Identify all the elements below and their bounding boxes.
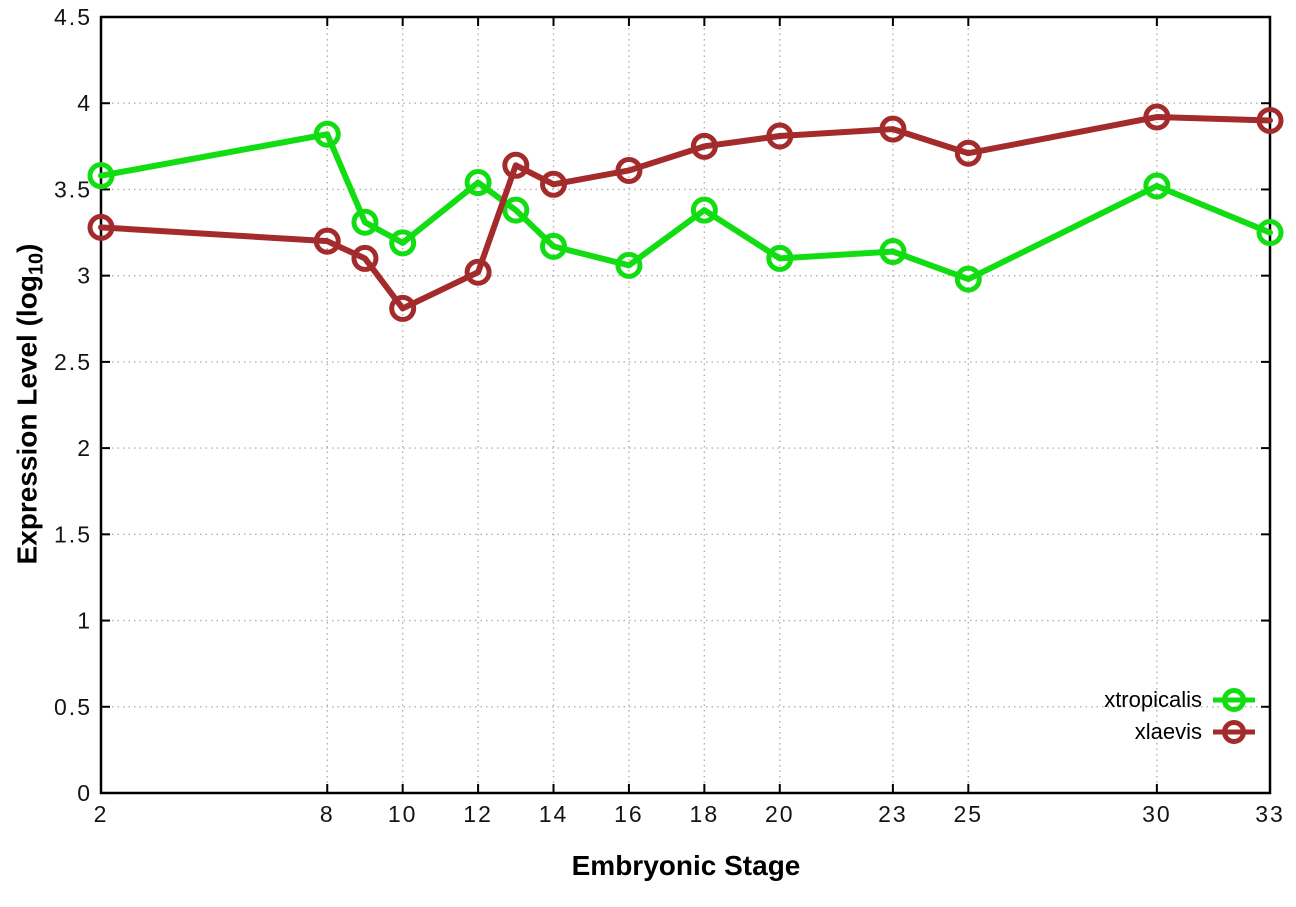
y-axis-title-text: Expression Level (log [11, 275, 43, 565]
data-point-xtropicalis-stage-12 [464, 169, 492, 197]
x-tick-label-23: 23 [878, 801, 908, 827]
data-point-xlaevis-stage-23 [879, 115, 907, 143]
legend-item-xlaevis: xlaevis [1104, 716, 1256, 748]
line-marker-icon [1213, 688, 1255, 712]
data-point-xtropicalis-stage-13 [502, 196, 530, 224]
data-point-xtropicalis-stage-10 [389, 229, 417, 257]
data-point-xlaevis-stage-8 [313, 227, 341, 255]
y-axis-title: Expression Level (log10) [12, 244, 49, 565]
x-tick-label-12: 12 [463, 801, 493, 827]
y-tick-label-2.5: 2.5 [54, 349, 92, 375]
data-point-xtropicalis-stage-2 [87, 162, 115, 190]
legend-label-xtropicalis: xtropicalis [1104, 687, 1202, 712]
data-point-xlaevis-stage-20 [766, 122, 794, 150]
data-point-xlaevis-stage-14 [540, 170, 568, 198]
x-tick-label-8: 8 [320, 801, 335, 827]
y-tick-label-3.5: 3.5 [54, 176, 92, 202]
x-tick-label-18: 18 [690, 801, 720, 827]
y-tick-label-1: 1 [77, 608, 92, 634]
line-marker-icon [1213, 720, 1255, 744]
y-tick-label-0.5: 0.5 [54, 694, 92, 720]
data-point-xtropicalis-stage-16 [615, 251, 643, 279]
data-point-xlaevis-stage-16 [615, 156, 643, 184]
data-point-xtropicalis-stage-20 [766, 244, 794, 272]
data-point-xtropicalis-stage-8 [313, 120, 341, 148]
y-tick-label-4.5: 4.5 [54, 4, 92, 30]
data-point-xlaevis-stage-25 [954, 139, 982, 167]
data-point-xtropicalis-stage-18 [690, 196, 718, 224]
x-tick-label-20: 20 [765, 801, 795, 827]
x-axis-title: Embryonic Stage [571, 850, 801, 881]
x-tick-label-25: 25 [954, 801, 984, 827]
x-tick-label-10: 10 [388, 801, 418, 827]
data-point-xlaevis-stage-9 [351, 244, 379, 272]
y-axis-title-suffix: ) [11, 243, 43, 253]
data-point-xlaevis-stage-18 [690, 132, 718, 160]
series-line-xtropicalis [98, 131, 1273, 283]
data-point-xtropicalis-stage-14 [540, 232, 568, 260]
plot-border [99, 15, 1272, 795]
data-point-xlaevis-stage-2 [87, 213, 115, 241]
data-point-xtropicalis-stage-9 [351, 208, 379, 236]
y-tick-label-2: 2 [77, 435, 92, 461]
data-point-xtropicalis-stage-33 [1256, 219, 1284, 247]
data-point-xlaevis-stage-10 [389, 294, 417, 322]
x-tick-label-33: 33 [1255, 801, 1285, 827]
data-point-xlaevis-stage-12 [464, 258, 492, 286]
y-tick-label-1.5: 1.5 [54, 521, 92, 547]
data-point-xlaevis-stage-30 [1143, 103, 1171, 131]
x-tick-label-30: 30 [1142, 801, 1172, 827]
data-point-xtropicalis-stage-23 [879, 238, 907, 266]
x-tick-label-14: 14 [539, 801, 569, 827]
data-point-xtropicalis-stage-30 [1143, 172, 1171, 200]
x-tick-label-2: 2 [94, 801, 109, 827]
legend-item-xtropicalis: xtropicalis [1104, 684, 1256, 716]
data-point-xlaevis-stage-13 [502, 151, 530, 179]
legend-label-xlaevis: xlaevis [1134, 719, 1202, 744]
y-tick-label-4: 4 [77, 90, 92, 116]
y-axis-title-subscript: 10 [25, 252, 48, 276]
y-tick-label-3: 3 [77, 263, 92, 289]
x-tick-label-16: 16 [614, 801, 644, 827]
y-tick-label-0: 0 [77, 780, 92, 806]
data-point-xtropicalis-stage-25 [954, 265, 982, 293]
legend: xtropicalis xlaevis [1104, 684, 1256, 748]
data-point-xlaevis-stage-33 [1256, 106, 1284, 134]
